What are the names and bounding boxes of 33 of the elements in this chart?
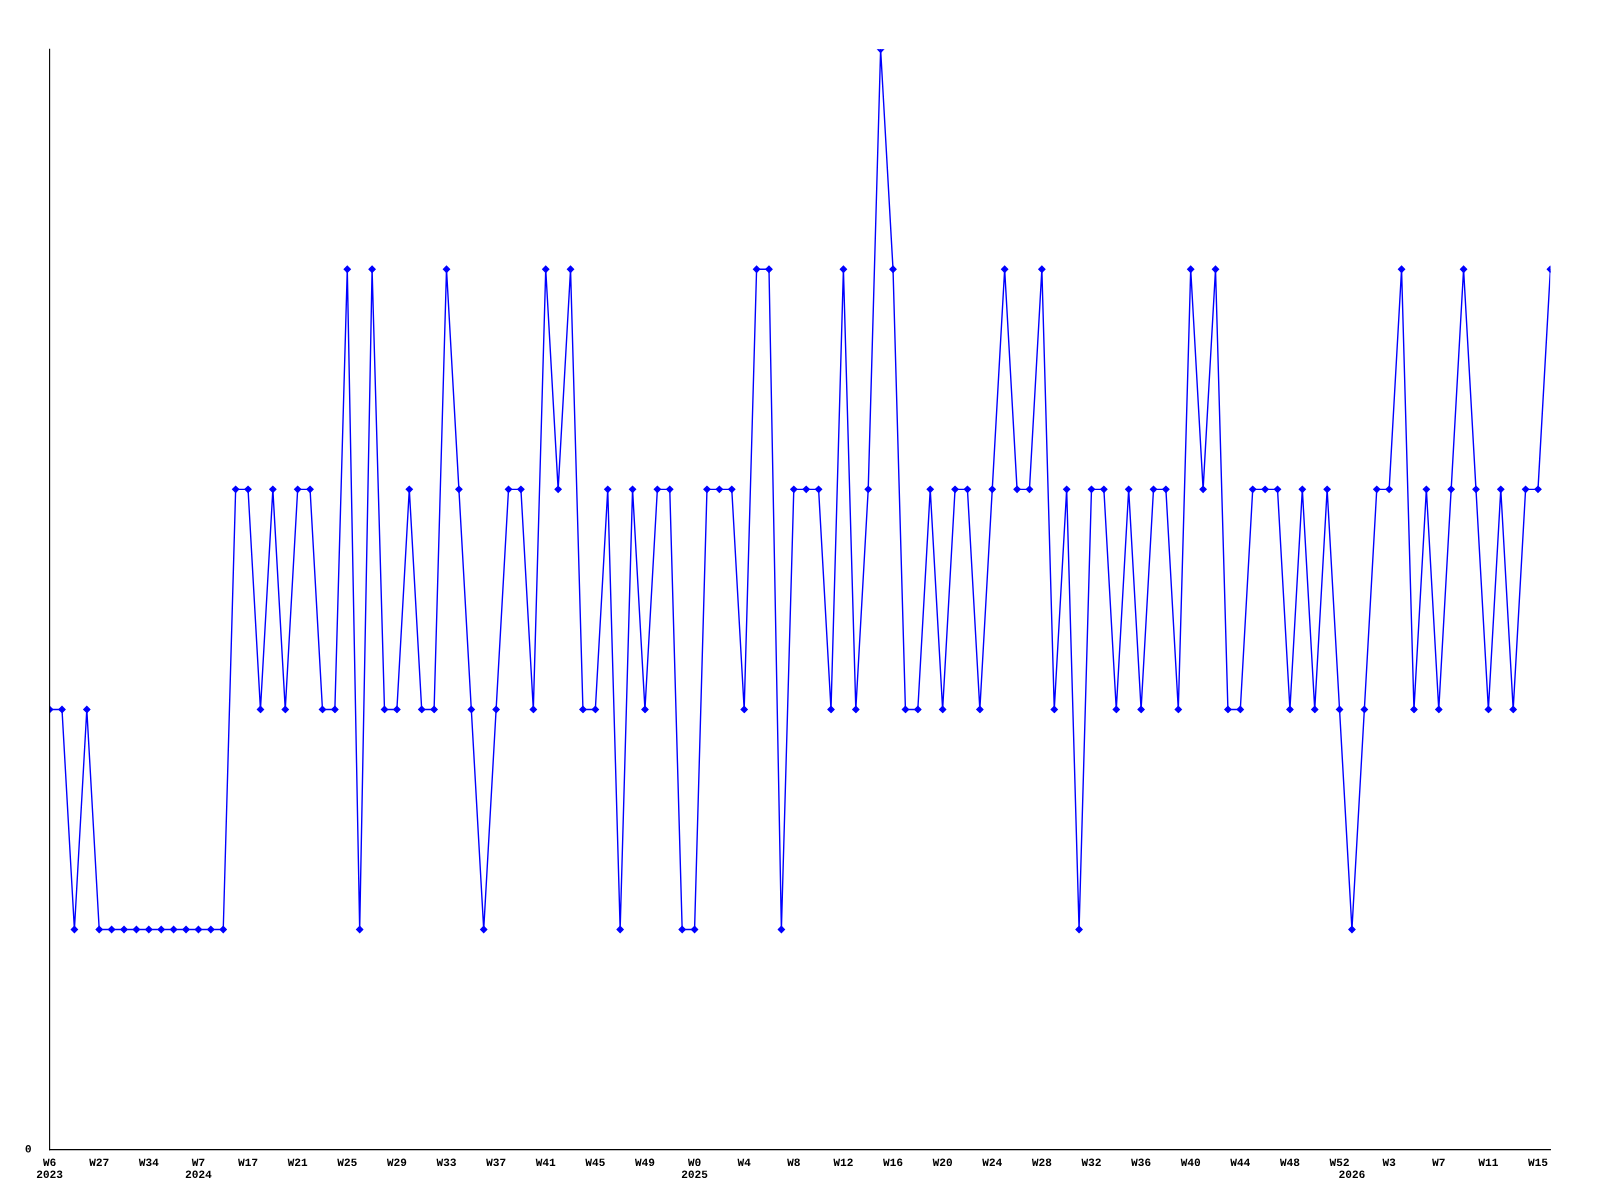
x-tick-label: W45 — [585, 1158, 605, 1167]
x-tick-label: W17 — [238, 1158, 258, 1166]
x-tick-label: W7 — [1432, 1158, 1445, 1166]
x-tick-label: W11 — [1478, 1158, 1498, 1166]
x-tick-label: W44 — [1230, 1158, 1250, 1166]
x-tick-label: W49 — [634, 1158, 655, 1167]
x-tick-label: W28 — [1031, 1158, 1052, 1167]
x-tick-label: W48 — [1279, 1158, 1300, 1167]
x-tick-label: W25 — [337, 1158, 357, 1167]
x-tick-label: W8 — [787, 1158, 800, 1167]
x-tick-label: W24 — [982, 1158, 1002, 1166]
x-tick-label: W41 — [535, 1158, 556, 1166]
x-tick-label: W12 — [833, 1158, 853, 1166]
x-tick-label: W0 2025 — [681, 1158, 708, 1179]
x-tick-label: W16 — [883, 1158, 903, 1167]
x-tick-label: W15 — [1527, 1158, 1548, 1167]
x-tick-label: 2026 — [1339, 1170, 1365, 1179]
x-tick-label: W37 — [486, 1158, 506, 1167]
x-tick-label: W34 — [138, 1158, 159, 1167]
x-tick-label: W36 — [1131, 1158, 1151, 1167]
x-tick-label: W4 — [737, 1158, 751, 1166]
text: 0 — [25, 1145, 31, 1153]
x-tick-label: W7 2024 — [185, 1158, 212, 1179]
x-tick-label: W3 — [1382, 1158, 1396, 1167]
x-tick-label: W33 — [436, 1158, 456, 1167]
x-tick-label: W29 — [386, 1158, 407, 1167]
x-tick-label: W27 — [89, 1158, 109, 1166]
x-tick-label: W21 — [287, 1158, 308, 1166]
x-tick-label: W52 — [1329, 1158, 1349, 1167]
x-tick-label: W20 — [932, 1158, 952, 1167]
x-tick-label: W40 — [1180, 1158, 1201, 1167]
x-tick-label: W6 2023 — [36, 1158, 63, 1179]
x-tick-label: W32 — [1081, 1158, 1101, 1167]
